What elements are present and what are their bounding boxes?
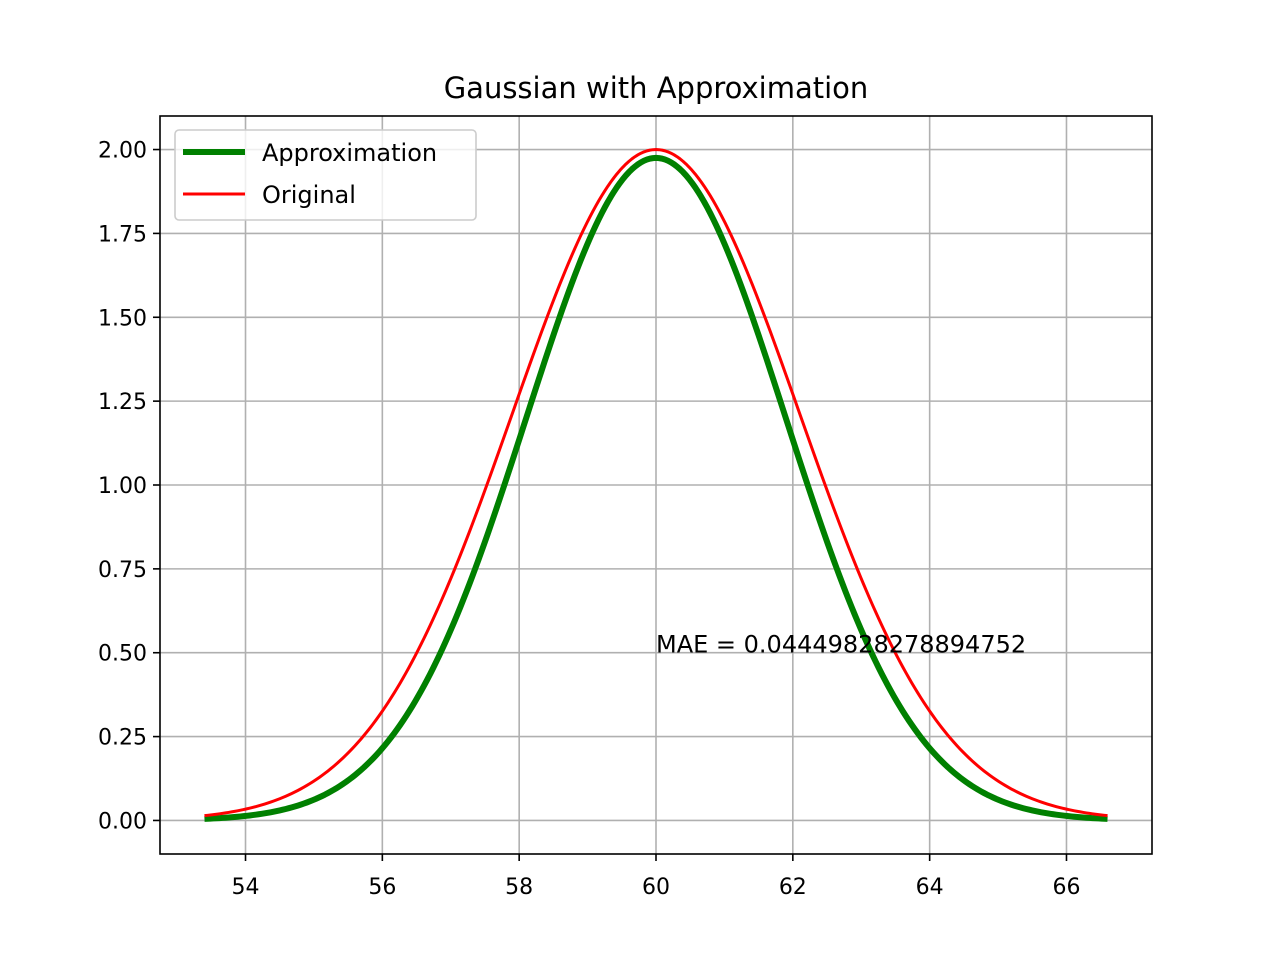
- y-tick-label: 0.25: [98, 726, 147, 751]
- x-tick-label: 56: [368, 875, 396, 900]
- series-line-approximation: [204, 154, 1108, 822]
- x-tick-label: 54: [232, 875, 260, 900]
- y-tick-label: 0.00: [98, 809, 147, 834]
- mae-annotation: MAE = 0.04449828278894752: [656, 631, 1026, 659]
- y-tick-label: 1.50: [98, 306, 147, 331]
- legend-label-approximation: Approximation: [262, 139, 437, 167]
- legend-label-original: Original: [262, 181, 356, 209]
- y-tick-label: 1.25: [98, 390, 147, 415]
- legend-box: [174, 129, 477, 221]
- x-tick-label: 62: [779, 875, 807, 900]
- x-tick-label: 64: [916, 875, 944, 900]
- y-tick-label: 2.00: [98, 139, 147, 164]
- legend: Approximation Original: [174, 129, 477, 221]
- ticks: 54 56 58 60 62 64 66 0.00 0.25 0.50 0.75 1.00 1.25 1.…: [98, 139, 1080, 900]
- y-tick-label: 0.50: [98, 642, 147, 667]
- y-tick-label: 1.00: [98, 474, 147, 499]
- y-tick-label: 0.75: [98, 558, 147, 583]
- y-tick-label: 1.75: [98, 222, 147, 247]
- x-tick-label: 60: [642, 875, 670, 900]
- x-tick-label: 66: [1052, 875, 1080, 900]
- plot-lines: [204, 148, 1108, 822]
- chart-title: Gaussian with Approximation: [444, 71, 869, 105]
- x-tick-label: 58: [505, 875, 533, 900]
- grid: [160, 116, 1152, 854]
- series-line-original: [204, 148, 1108, 818]
